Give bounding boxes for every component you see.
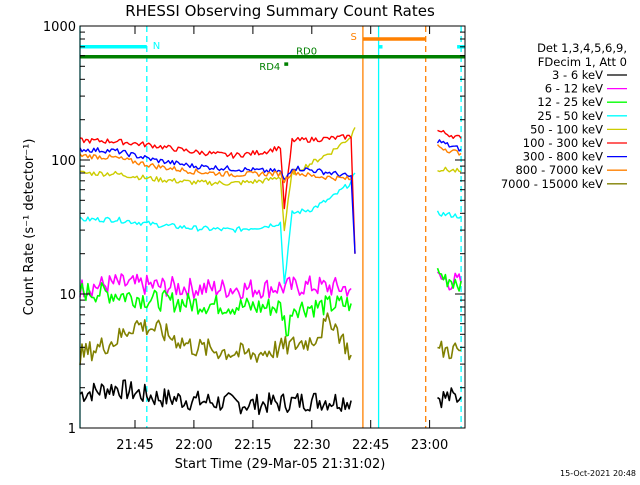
legend-label-6-12-kev: 6 - 12 keV [545, 82, 603, 96]
legend-label-7000-15000-kev: 7000 - 15000 keV [501, 177, 603, 191]
date-stamp: 15-Oct-2021 20:48 [560, 469, 636, 478]
flag-label-rd0: RD0 [296, 47, 317, 58]
series-line-50-100-kev-seg0 [79, 127, 356, 232]
y-axis-label: Count Rate (s⁻¹ detector⁻¹) [22, 139, 37, 316]
x-tick-label-22:00: 22:00 [175, 438, 212, 453]
x-tick-label-21:45: 21:45 [116, 438, 153, 453]
axes: 21:45 22:00 22:15 22:30 22:45 23:00 1 10 100 1000 [43, 20, 465, 453]
series-line-100-300-kev-seg0 [79, 134, 356, 254]
series-line-800-7000-kev-seg1 [436, 144, 462, 156]
flag-label-rd4: RD4 [259, 62, 280, 73]
series-line-300-800-kev-seg0 [79, 147, 356, 254]
legend-label-300-800-kev: 300 - 800 keV [523, 150, 603, 164]
x-tick-label-22:15: 22:15 [234, 438, 271, 453]
y-tick-label-100: 100 [51, 154, 76, 169]
series-line-12-25-kev-seg0 [79, 282, 352, 337]
series-line-6-12-kev-seg1 [436, 271, 462, 291]
series-line-6-12-kev-seg0 [79, 273, 352, 300]
legend-label-25-50-kev: 25 - 50 keV [537, 109, 603, 123]
flag-label-s: S [351, 32, 357, 43]
series-line-300-800-kev-seg1 [436, 139, 462, 152]
series-line-50-100-kev-seg1 [437, 166, 462, 173]
plot-area: N S RD0 RD4 [79, 26, 465, 428]
series-line-7000-15000-kev-seg0 [79, 312, 352, 366]
legend-label-50-100-kev: 50 - 100 keV [530, 122, 603, 136]
x-tick-label-22:30: 22:30 [293, 438, 330, 453]
series-line-25-50-kev-seg1 [436, 210, 462, 219]
series-line-7000-15000-kev-seg1 [437, 340, 462, 360]
y-tick-label-1000: 1000 [43, 20, 76, 35]
legend-label-12-25-kev: 12 - 25 keV [537, 95, 603, 109]
series-line-25-50-kev-seg0 [79, 172, 356, 284]
x-axis-label: Start Time (29-Mar-05 21:31:02) [175, 457, 386, 472]
legend-header-line-2: FDecim 1, Att 0 [538, 55, 627, 69]
series-line-3-6-kev-seg1 [437, 387, 462, 409]
flag-label-n: N [153, 41, 160, 52]
y-tick-label-1: 1 [68, 422, 76, 437]
legend-label-800-7000-kev: 800 - 7000 keV [515, 163, 603, 177]
chart-title: RHESSI Observing Summary Count Rates [125, 2, 435, 20]
series-line-12-25-kev-seg1 [436, 267, 462, 292]
legend-header-line-1: Det 1,3,4,5,6,9, [537, 41, 627, 55]
y-tick-label-10: 10 [59, 288, 76, 303]
series-line-800-7000-kev-seg0 [79, 153, 352, 184]
series-line-3-6-kev-seg0 [79, 379, 352, 416]
legend-label-3-6-kev: 3 - 6 keV [552, 68, 603, 82]
legend-label-100-300-kev: 100 - 300 keV [523, 136, 603, 150]
x-tick-label-22:45: 22:45 [352, 438, 389, 453]
series-line-100-300-kev-seg1 [437, 129, 462, 140]
x-tick-label-23:00: 23:00 [411, 438, 448, 453]
plot-frame [79, 25, 466, 429]
